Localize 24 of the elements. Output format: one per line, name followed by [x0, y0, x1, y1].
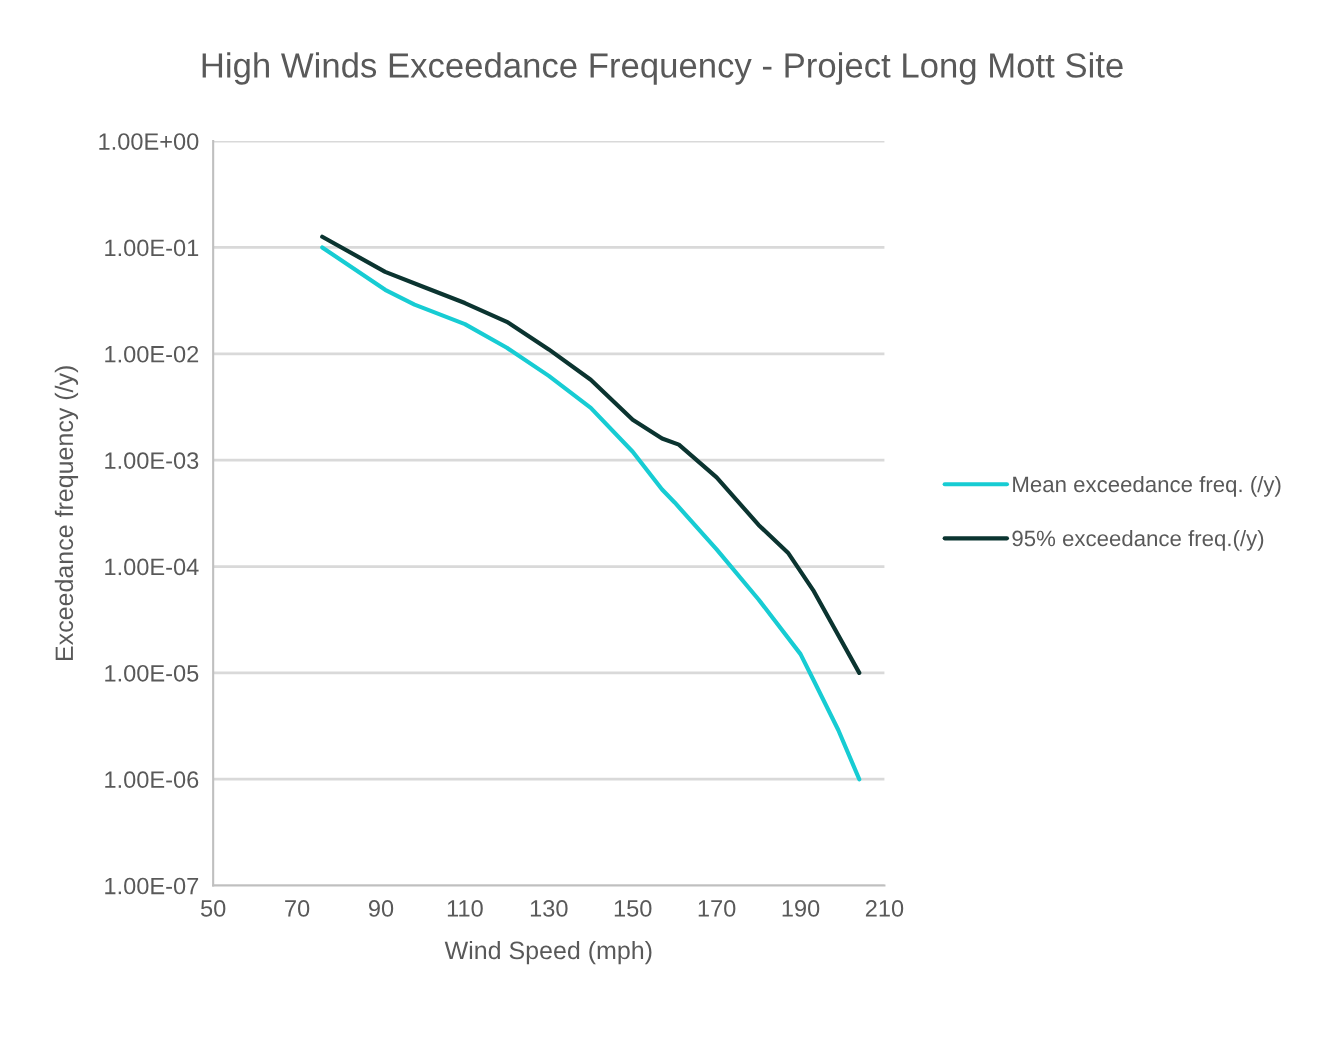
legend-label: Mean exceedance freq. (/y): [1013, 475, 1281, 497]
x-tick-label: 170: [698, 900, 736, 917]
x-tick-label: 110: [447, 900, 483, 917]
legend-label: 95% exceedance freq.(/y): [1012, 530, 1264, 551]
y-tick-label: 1.00E-02: [105, 345, 199, 363]
x-tick-label: 210: [865, 900, 904, 917]
y-tick-label: 1.00E-05: [105, 664, 199, 682]
chart-title: High Winds Exceedance Frequency - Project Long Mott Site: [202, 52, 1123, 85]
x-tick-label: 70: [285, 900, 310, 917]
y-tick-label: 1.00E-04: [105, 558, 199, 576]
y-tick-label: 1.00E+00: [99, 133, 199, 150]
y-tick-label: 1.00E-03: [105, 452, 199, 469]
y-tick-label: 1.00E-01: [105, 239, 199, 257]
x-axis-title: Wind Speed (mph): [444, 940, 652, 965]
y-tick-label: 1.00E-07: [105, 877, 199, 895]
line-series: [320, 234, 862, 675]
x-tick-label: 190: [782, 900, 820, 917]
line-series: [320, 245, 862, 782]
x-tick-label: 90: [368, 900, 394, 917]
x-tick-label: 50: [200, 900, 226, 917]
x-tick-label: 130: [530, 900, 568, 917]
x-tick-label: 150: [614, 900, 652, 917]
y-axis-title: Exceedance frequency (/y): [54, 366, 79, 660]
y-tick-label: 1.00E-06: [105, 771, 199, 789]
